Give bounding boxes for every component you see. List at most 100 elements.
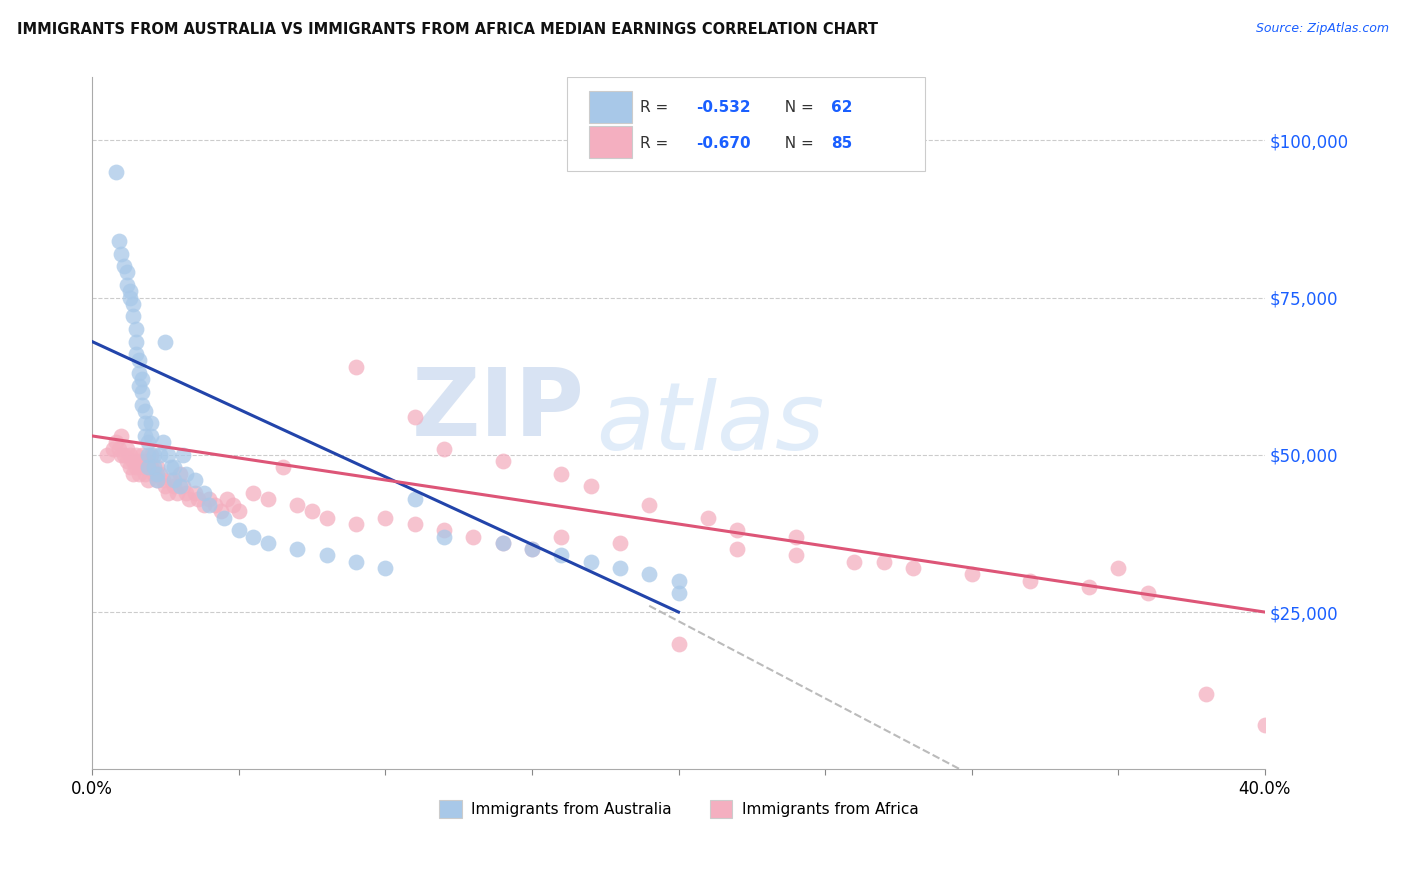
Text: Source: ZipAtlas.com: Source: ZipAtlas.com [1256,22,1389,36]
Point [271,460,294,475]
Point [120,291,142,305]
Point [242,530,264,544]
Point [609,536,631,550]
Point [120,285,142,299]
Point [160,473,183,487]
Text: -0.532: -0.532 [696,100,751,115]
Point [136,448,159,462]
Point [404,491,426,506]
Point [157,448,180,462]
Point [122,297,145,311]
Point [110,246,132,260]
Point [172,448,194,462]
Point [139,429,162,443]
Point [520,542,543,557]
Point [638,567,661,582]
Point [136,460,159,475]
Point [125,334,148,349]
Point [873,555,896,569]
Point [579,479,602,493]
Point [122,467,145,481]
Point [152,473,174,487]
Point [155,334,177,349]
Point [117,442,139,456]
Point [404,516,426,531]
Point [120,448,142,462]
Point [668,574,690,588]
Point [215,491,238,506]
Point [117,454,139,468]
Point [222,498,245,512]
Point [174,485,197,500]
Point [287,498,309,512]
Point [844,555,866,569]
Point [1254,718,1277,732]
Point [142,467,165,481]
FancyBboxPatch shape [589,91,631,123]
Point [139,460,162,475]
Point [136,473,159,487]
Point [228,504,250,518]
Point [104,435,127,450]
Point [163,473,186,487]
Point [163,460,186,475]
Point [131,384,153,399]
Point [112,448,135,462]
Point [163,479,186,493]
Point [155,479,177,493]
Point [160,460,183,475]
Text: N =: N = [775,100,818,115]
Point [668,586,690,600]
Point [152,435,174,450]
Point [134,429,156,443]
Point [110,448,132,462]
Point [107,234,129,248]
Point [404,410,426,425]
Point [344,359,367,374]
Point [112,259,135,273]
Point [257,491,280,506]
Point [145,460,167,475]
Point [145,473,167,487]
Point [125,460,148,475]
Point [1019,574,1042,588]
Text: R =: R = [640,136,673,151]
Point [139,448,162,462]
Point [142,460,165,475]
Point [184,473,207,487]
Point [785,549,807,563]
Point [128,378,150,392]
Point [609,561,631,575]
Point [169,479,191,493]
Point [579,555,602,569]
Point [169,467,191,481]
Point [117,278,139,293]
Point [785,530,807,544]
FancyBboxPatch shape [589,126,631,158]
Point [725,542,748,557]
Point [128,353,150,368]
Point [120,460,142,475]
Point [134,417,156,431]
Text: 62: 62 [831,100,852,115]
Point [257,536,280,550]
Point [145,473,167,487]
Point [149,448,172,462]
Point [184,485,207,500]
Point [242,485,264,500]
Point [1077,580,1099,594]
Point [131,372,153,386]
Point [193,498,215,512]
Point [128,467,150,481]
Text: IMMIGRANTS FROM AUSTRALIA VS IMMIGRANTS FROM AFRICA MEDIAN EARNINGS CORRELATION : IMMIGRANTS FROM AUSTRALIA VS IMMIGRANTS … [17,22,877,37]
Point [960,567,983,582]
Legend: Immigrants from Australia, Immigrants from Africa: Immigrants from Australia, Immigrants fr… [433,794,925,824]
Point [212,510,235,524]
Point [122,310,145,324]
Point [725,524,748,538]
Point [174,467,197,481]
Point [187,491,209,506]
Point [315,549,337,563]
Text: atlas: atlas [596,378,825,469]
Text: N =: N = [775,136,818,151]
